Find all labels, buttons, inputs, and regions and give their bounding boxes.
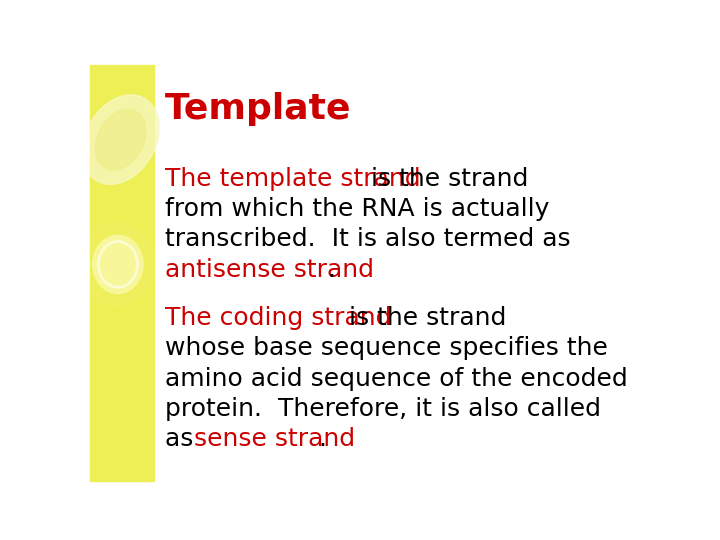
Text: Template: Template xyxy=(166,92,352,126)
Ellipse shape xyxy=(93,235,143,294)
Text: The coding strand: The coding strand xyxy=(166,306,392,330)
Ellipse shape xyxy=(76,223,154,306)
Text: The template strand: The template strand xyxy=(166,167,421,191)
Bar xyxy=(90,65,154,481)
Ellipse shape xyxy=(95,109,146,170)
Text: amino acid sequence of the encoded: amino acid sequence of the encoded xyxy=(166,367,628,390)
Text: is the strand: is the strand xyxy=(341,306,506,330)
Text: is the strand: is the strand xyxy=(364,167,528,191)
Text: sense strand: sense strand xyxy=(194,427,355,451)
Text: .: . xyxy=(318,427,326,451)
Ellipse shape xyxy=(82,95,159,184)
Text: .: . xyxy=(328,258,336,282)
Text: protein.  Therefore, it is also called: protein. Therefore, it is also called xyxy=(166,397,601,421)
Text: as: as xyxy=(166,427,202,451)
Text: transcribed.  It is also termed as: transcribed. It is also termed as xyxy=(166,227,571,252)
Text: antisense strand: antisense strand xyxy=(166,258,374,282)
Text: whose base sequence specifies the: whose base sequence specifies the xyxy=(166,336,608,360)
Text: from which the RNA is actually: from which the RNA is actually xyxy=(166,197,549,221)
